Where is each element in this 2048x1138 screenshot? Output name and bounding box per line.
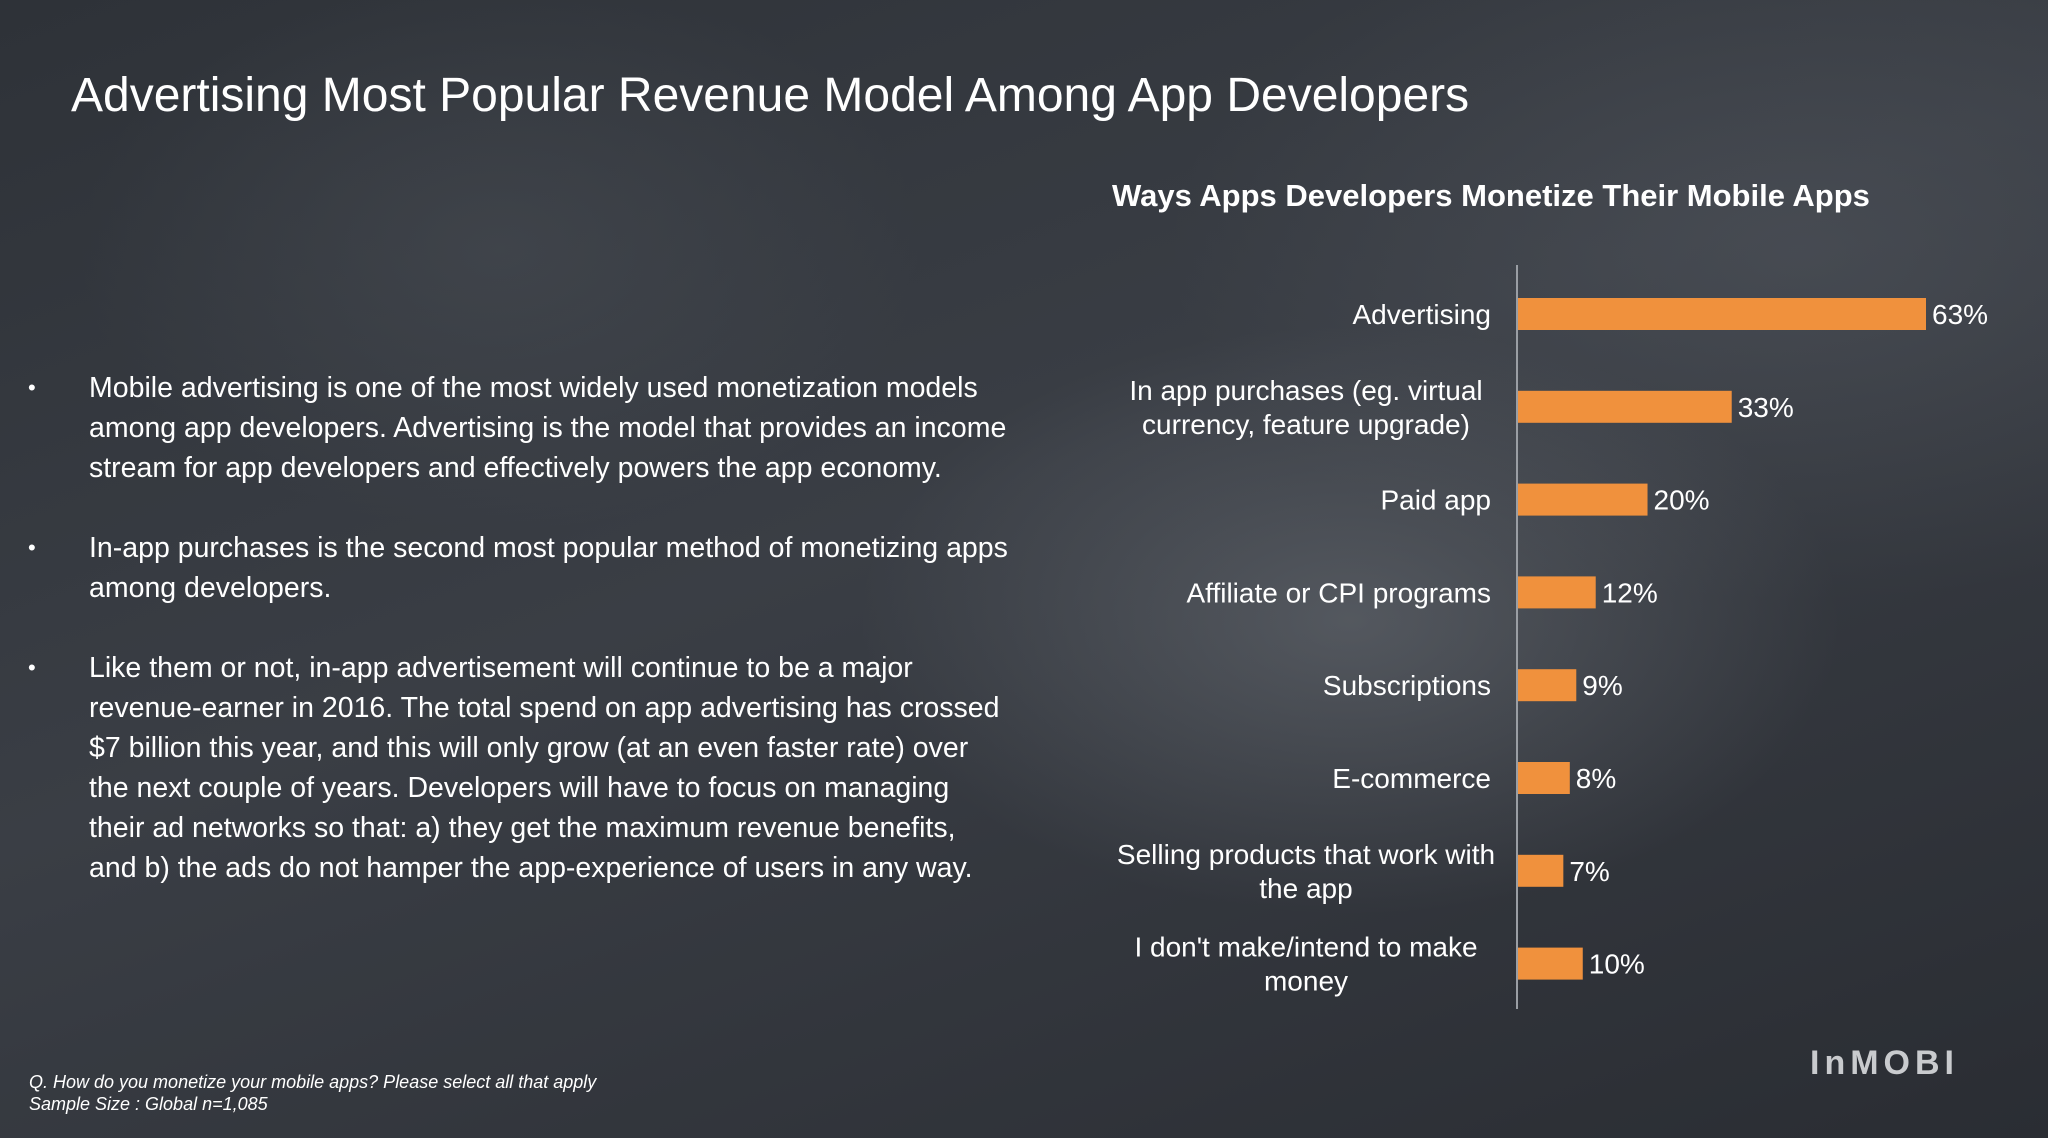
bullet-text: In-app purchases is the second most popu… [89, 532, 1008, 604]
category-label: In app purchases (eg. virtual currency, f… [1129, 375, 1482, 440]
inmobi-logo: InMOBI [1810, 1044, 1959, 1082]
bullet-item: • Like them or not, in-app advertisement… [28, 648, 1008, 888]
bullet-item: • Mobile advertising is one of the most … [28, 368, 1008, 488]
category-label: Selling products that work with the app [1117, 839, 1495, 904]
bullet-marker: • [28, 375, 36, 400]
data-label: 8% [1576, 763, 1616, 794]
bar [1518, 762, 1570, 794]
category-label: Advertising [1352, 299, 1491, 330]
slide-title: Advertising Most Popular Revenue Model A… [71, 69, 1470, 122]
category-label-line: money [1264, 966, 1348, 997]
category-label-line: Advertising [1352, 299, 1491, 330]
data-label: 20% [1654, 485, 1710, 516]
category-label: Subscriptions [1323, 670, 1491, 701]
footnote-question: Q. How do you monetize your mobile apps?… [29, 1072, 597, 1092]
data-label: 12% [1602, 577, 1658, 608]
category-label-line: currency, feature upgrade) [1142, 409, 1470, 440]
category-label: I don't make/intend to make money [1134, 932, 1477, 997]
bullet-list: • Mobile advertising is one of the most … [28, 368, 1008, 928]
bullet-text: Mobile advertising is one of the most wi… [89, 372, 1007, 484]
bar [1518, 390, 1732, 423]
category-label-line: In app purchases (eg. virtual [1129, 375, 1482, 406]
bar-chart: 63% Advertising 33% In app purchases (eg. v… [1117, 265, 1988, 1009]
category-label: Affiliate or CPI programs [1187, 577, 1492, 608]
category-label-line: Paid app [1380, 485, 1491, 516]
category-label-line: I don't make/intend to make [1134, 932, 1477, 963]
footnote-sample: Sample Size : Global n=1,085 [29, 1094, 268, 1114]
bullet-marker: • [28, 535, 36, 560]
bullet-item: • In-app purchases is the second most po… [28, 528, 1008, 608]
data-label: 33% [1738, 392, 1794, 423]
bar [1518, 576, 1596, 609]
category-label-line: Subscriptions [1323, 670, 1491, 701]
footnote: Q. How do you monetize your mobile apps?… [29, 1071, 596, 1115]
category-label-line: the app [1259, 873, 1352, 904]
data-label: 63% [1932, 299, 1988, 330]
bar [1518, 298, 1926, 330]
chart-title: Ways Apps Developers Monetize Their Mobi… [1112, 178, 1870, 213]
category-label: E-commerce [1332, 763, 1491, 794]
data-label: 7% [1569, 856, 1609, 887]
category-label-line: Selling products that work with [1117, 839, 1495, 870]
category-label-line: E-commerce [1332, 763, 1491, 794]
bar [1518, 669, 1577, 702]
category-label-line: Affiliate or CPI programs [1187, 577, 1492, 608]
bar [1518, 947, 1583, 980]
category-label: Paid app [1380, 485, 1491, 516]
bullet-marker: • [28, 655, 36, 680]
bullet-text: Like them or not, in-app advertisement w… [89, 652, 1000, 884]
data-label: 10% [1589, 949, 1645, 980]
bar [1518, 483, 1648, 516]
bar [1518, 854, 1564, 887]
data-label: 9% [1582, 670, 1622, 701]
